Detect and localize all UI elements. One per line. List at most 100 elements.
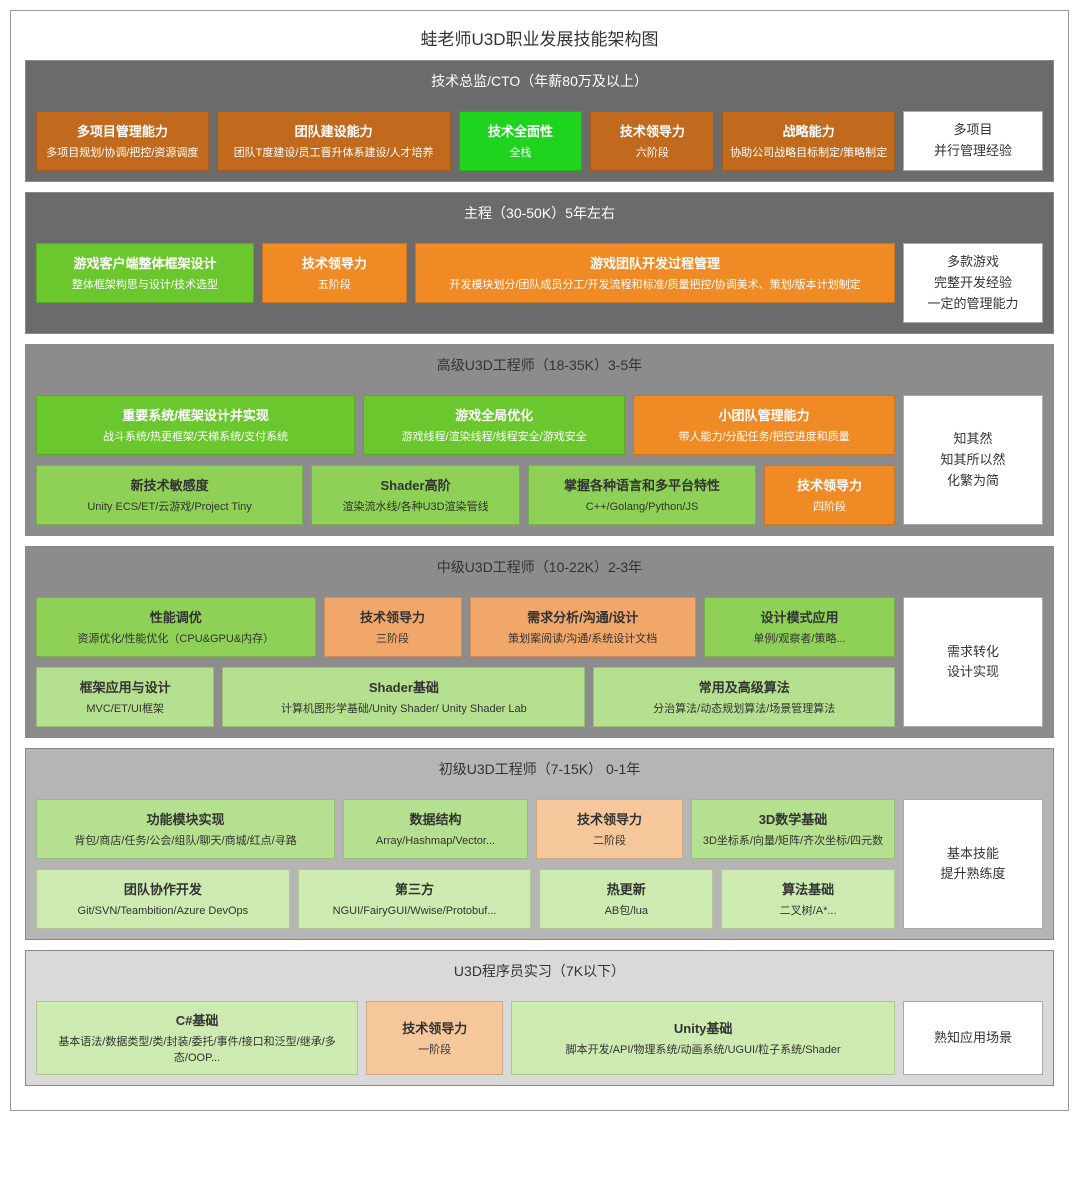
card-subtitle: 带人能力/分配任务/把控进度和质量 [640, 430, 888, 445]
card-subtitle: C++/Golang/Python/JS [535, 500, 749, 515]
card-title: C#基础 [43, 1010, 351, 1029]
skill-card: 技术领导力六阶段 [590, 111, 714, 171]
tier-t2: 主程（30-50K）5年左右游戏客户端整体框架设计整体框架构思与设计/技术选型技… [25, 192, 1054, 334]
card-title: 掌握各种语言和多平台特性 [535, 475, 749, 494]
card-title: 第三方 [305, 879, 525, 898]
diagram-container: 蛙老师U3D职业发展技能架构图 技术总监/CTO（年薪80万及以上）多项目管理能… [10, 10, 1069, 1111]
card-title: 团队建设能力 [224, 121, 444, 140]
card-title: 数据结构 [350, 809, 521, 828]
card-subtitle: 渲染流水线/各种U3D渲染管线 [318, 500, 513, 515]
card-subtitle: 六阶段 [597, 146, 707, 161]
card-title: 游戏团队开发过程管理 [422, 253, 888, 272]
tier-summary: 需求转化设计实现 [903, 597, 1043, 727]
skill-card: Shader高阶渲染流水线/各种U3D渲染管线 [311, 465, 520, 525]
skill-row: C#基础基本语法/数据类型/类/封装/委托/事件/接口和泛型/继承/多态/OOP… [36, 1001, 895, 1075]
skill-card: C#基础基本语法/数据类型/类/封装/委托/事件/接口和泛型/继承/多态/OOP… [36, 1001, 358, 1075]
card-subtitle: 一阶段 [373, 1043, 496, 1058]
skill-card: 重要系统/框架设计并实现战斗系统/热更框架/天梯系统/支付系统 [36, 395, 355, 455]
tier-body: C#基础基本语法/数据类型/类/封装/委托/事件/接口和泛型/继承/多态/OOP… [26, 991, 1053, 1085]
tier-left: 功能模块实现背包/商店/任务/公会/组队/聊天/商城/红点/寻路数据结构Arra… [36, 799, 895, 929]
skill-card: Shader基础计算机图形学基础/Unity Shader/ Unity Sha… [222, 667, 585, 727]
skill-card: 框架应用与设计MVC/ET/UI框架 [36, 667, 214, 727]
skill-card: 性能调优资源优化/性能优化（CPU&GPU&内存） [36, 597, 316, 657]
skill-row: 性能调优资源优化/性能优化（CPU&GPU&内存）技术领导力三阶段需求分析/沟通… [36, 597, 895, 657]
skill-card: 技术领导力五阶段 [262, 243, 407, 303]
tier-header: 中级U3D工程师（10-22K）2-3年 [26, 547, 1053, 587]
skill-row: 框架应用与设计MVC/ET/UI框架Shader基础计算机图形学基础/Unity… [36, 667, 895, 727]
card-subtitle: 策划案阅读/沟通/系统设计文档 [477, 632, 689, 647]
card-title: 算法基础 [728, 879, 888, 898]
card-subtitle: 脚本开发/API/物理系统/动画系统/UGUI/粒子系统/Shader [518, 1043, 888, 1058]
card-title: 功能模块实现 [43, 809, 328, 828]
tiers-container: 技术总监/CTO（年薪80万及以上）多项目管理能力多项目规划/协调/把控/资源调… [25, 60, 1054, 1086]
tier-summary: 熟知应用场景 [903, 1001, 1043, 1075]
card-subtitle: 战斗系统/热更框架/天梯系统/支付系统 [43, 430, 348, 445]
card-subtitle: 基本语法/数据类型/类/封装/委托/事件/接口和泛型/继承/多态/OOP... [43, 1035, 351, 1066]
skill-card: 小团队管理能力带人能力/分配任务/把控进度和质量 [633, 395, 895, 455]
tier-t1: 技术总监/CTO（年薪80万及以上）多项目管理能力多项目规划/协调/把控/资源调… [25, 60, 1054, 182]
card-title: Unity基础 [518, 1018, 888, 1037]
card-title: 多项目管理能力 [43, 121, 202, 140]
skill-row: 团队协作开发Git/SVN/Teambition/Azure DevOps第三方… [36, 869, 895, 929]
tier-body: 游戏客户端整体框架设计整体框架构思与设计/技术选型技术领导力五阶段游戏团队开发过… [26, 233, 1053, 333]
card-title: 技术领导力 [331, 607, 455, 626]
card-subtitle: Unity ECS/ET/云游戏/Project Tiny [43, 500, 296, 515]
card-subtitle: 二叉树/A*... [728, 904, 888, 919]
tier-left: 游戏客户端整体框架设计整体框架构思与设计/技术选型技术领导力五阶段游戏团队开发过… [36, 243, 895, 323]
card-subtitle: Git/SVN/Teambition/Azure DevOps [43, 904, 283, 919]
card-title: 小团队管理能力 [640, 405, 888, 424]
skill-card: Unity基础脚本开发/API/物理系统/动画系统/UGUI/粒子系统/Shad… [511, 1001, 895, 1075]
card-title: 战略能力 [729, 121, 888, 140]
card-title: 技术领导力 [543, 809, 676, 828]
card-subtitle: 3D坐标系/向量/矩阵/齐次坐标/四元数 [698, 834, 888, 849]
card-title: 常用及高级算法 [600, 677, 888, 696]
card-title: 重要系统/框架设计并实现 [43, 405, 348, 424]
tier-left: 重要系统/框架设计并实现战斗系统/热更框架/天梯系统/支付系统游戏全局优化游戏线… [36, 395, 895, 525]
skill-card: 技术领导力三阶段 [324, 597, 462, 657]
card-title: 技术领导力 [597, 121, 707, 140]
tier-header: 初级U3D工程师（7-15K） 0-1年 [26, 749, 1053, 789]
card-subtitle: 多项目规划/协调/把控/资源调度 [43, 146, 202, 161]
skill-card: 3D数学基础3D坐标系/向量/矩阵/齐次坐标/四元数 [691, 799, 895, 859]
card-subtitle: 四阶段 [771, 500, 888, 515]
skill-card: 游戏客户端整体框架设计整体框架构思与设计/技术选型 [36, 243, 254, 303]
skill-row: 游戏客户端整体框架设计整体框架构思与设计/技术选型技术领导力五阶段游戏团队开发过… [36, 243, 895, 303]
card-title: 游戏客户端整体框架设计 [43, 253, 247, 272]
tier-summary: 多项目并行管理经验 [903, 111, 1043, 171]
tier-t3: 高级U3D工程师（18-35K）3-5年重要系统/框架设计并实现战斗系统/热更框… [25, 344, 1054, 536]
skill-card: 多项目管理能力多项目规划/协调/把控/资源调度 [36, 111, 209, 171]
card-subtitle: Array/Hashmap/Vector... [350, 834, 521, 849]
tier-header: 主程（30-50K）5年左右 [26, 193, 1053, 233]
skill-card: 功能模块实现背包/商店/任务/公会/组队/聊天/商城/红点/寻路 [36, 799, 335, 859]
card-title: 游戏全局优化 [370, 405, 618, 424]
card-subtitle: 资源优化/性能优化（CPU&GPU&内存） [43, 632, 309, 647]
tier-body: 功能模块实现背包/商店/任务/公会/组队/聊天/商城/红点/寻路数据结构Arra… [26, 789, 1053, 939]
card-subtitle: 全栈 [466, 146, 576, 161]
card-title: 技术领导力 [269, 253, 400, 272]
skill-card: 战略能力协助公司战略目标制定/策略制定 [722, 111, 895, 171]
skill-row: 功能模块实现背包/商店/任务/公会/组队/聊天/商城/红点/寻路数据结构Arra… [36, 799, 895, 859]
tier-header: U3D程序员实习（7K以下） [26, 951, 1053, 991]
skill-card: 技术领导力一阶段 [366, 1001, 503, 1075]
skill-card: 团队建设能力团队T度建设/员工晋升体系建设/人才培养 [217, 111, 451, 171]
main-title: 蛙老师U3D职业发展技能架构图 [25, 19, 1054, 60]
skill-card: 技术全面性全栈 [459, 111, 583, 171]
tier-header: 高级U3D工程师（18-35K）3-5年 [26, 345, 1053, 385]
card-subtitle: 背包/商店/任务/公会/组队/聊天/商城/红点/寻路 [43, 834, 328, 849]
skill-card: 热更新AB包/lua [539, 869, 713, 929]
skill-card: 掌握各种语言和多平台特性 C++/Golang/Python/JS [528, 465, 756, 525]
skill-row: 重要系统/框架设计并实现战斗系统/热更框架/天梯系统/支付系统游戏全局优化游戏线… [36, 395, 895, 455]
skill-card: 设计模式应用单例/观察者/策略... [704, 597, 895, 657]
card-title: Shader高阶 [318, 475, 513, 494]
card-subtitle: NGUI/FairyGUI/Wwise/Protobuf... [305, 904, 525, 919]
card-subtitle: 三阶段 [331, 632, 455, 647]
tier-t5: 初级U3D工程师（7-15K） 0-1年功能模块实现背包/商店/任务/公会/组队… [25, 748, 1054, 940]
card-subtitle: 分治算法/动态规划算法/场景管理算法 [600, 702, 888, 717]
tier-body: 多项目管理能力多项目规划/协调/把控/资源调度团队建设能力团队T度建设/员工晋升… [26, 101, 1053, 181]
card-title: 新技术敏感度 [43, 475, 296, 494]
skill-card: 需求分析/沟通/设计策划案阅读/沟通/系统设计文档 [470, 597, 696, 657]
card-subtitle: 协助公司战略目标制定/策略制定 [729, 146, 888, 161]
skill-card: 技术领导力二阶段 [536, 799, 683, 859]
tier-header: 技术总监/CTO（年薪80万及以上） [26, 61, 1053, 101]
skill-card: 第三方 NGUI/FairyGUI/Wwise/Protobuf... [298, 869, 532, 929]
